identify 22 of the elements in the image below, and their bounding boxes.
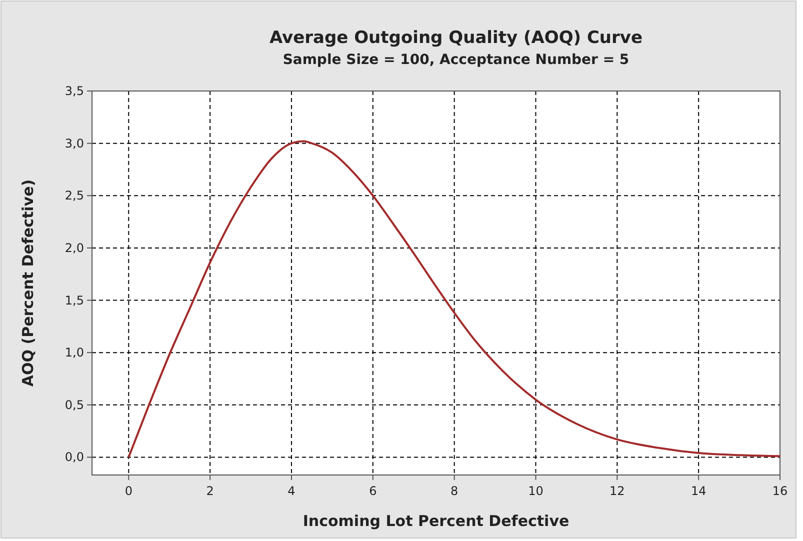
y-tick-label: 3,0 bbox=[64, 136, 84, 150]
x-axis-title: Incoming Lot Percent Defective bbox=[302, 512, 570, 530]
y-tick-label: 1,0 bbox=[64, 346, 84, 360]
chart-subtitle: Sample Size = 100, Acceptance Number = 5 bbox=[282, 52, 630, 68]
y-tick-label: 1,5 bbox=[64, 293, 84, 308]
x-tick-label: 12 bbox=[610, 484, 625, 498]
y-axis-title: AOQ (Percent Defective) bbox=[19, 179, 37, 387]
x-tick-label: 8 bbox=[450, 484, 458, 498]
x-tick-label: 4 bbox=[288, 484, 296, 498]
x-tick-label: 14 bbox=[690, 484, 706, 498]
x-tick-label: 6 bbox=[369, 484, 377, 498]
chart-title: Average Outgoing Quality (AOQ) Curve bbox=[269, 28, 643, 48]
y-tick-label: 0,5 bbox=[64, 398, 84, 412]
y-tick-label: 2,5 bbox=[64, 188, 84, 203]
x-tick-label: 0 bbox=[124, 484, 132, 498]
line-series bbox=[128, 140, 780, 458]
x-tick-label: 10 bbox=[528, 484, 544, 498]
y-tick-label: 0,0 bbox=[64, 450, 84, 464]
x-tick-label: 2 bbox=[206, 484, 214, 498]
y-tick-label: 2,0 bbox=[64, 240, 84, 255]
y-tick-label: 3,5 bbox=[64, 84, 84, 98]
x-tick-label: 16 bbox=[772, 484, 788, 498]
